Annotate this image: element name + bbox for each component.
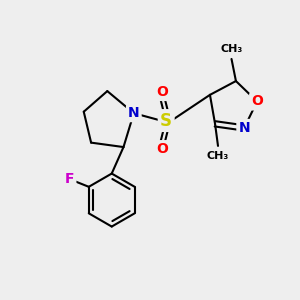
Text: S: S <box>160 112 172 130</box>
Text: N: N <box>128 106 140 120</box>
Text: O: O <box>156 85 168 99</box>
Text: N: N <box>238 121 250 135</box>
Text: CH₃: CH₃ <box>220 44 243 54</box>
Text: CH₃: CH₃ <box>207 151 229 161</box>
Text: F: F <box>65 172 74 186</box>
Text: O: O <box>156 142 168 156</box>
Text: O: O <box>251 94 263 109</box>
